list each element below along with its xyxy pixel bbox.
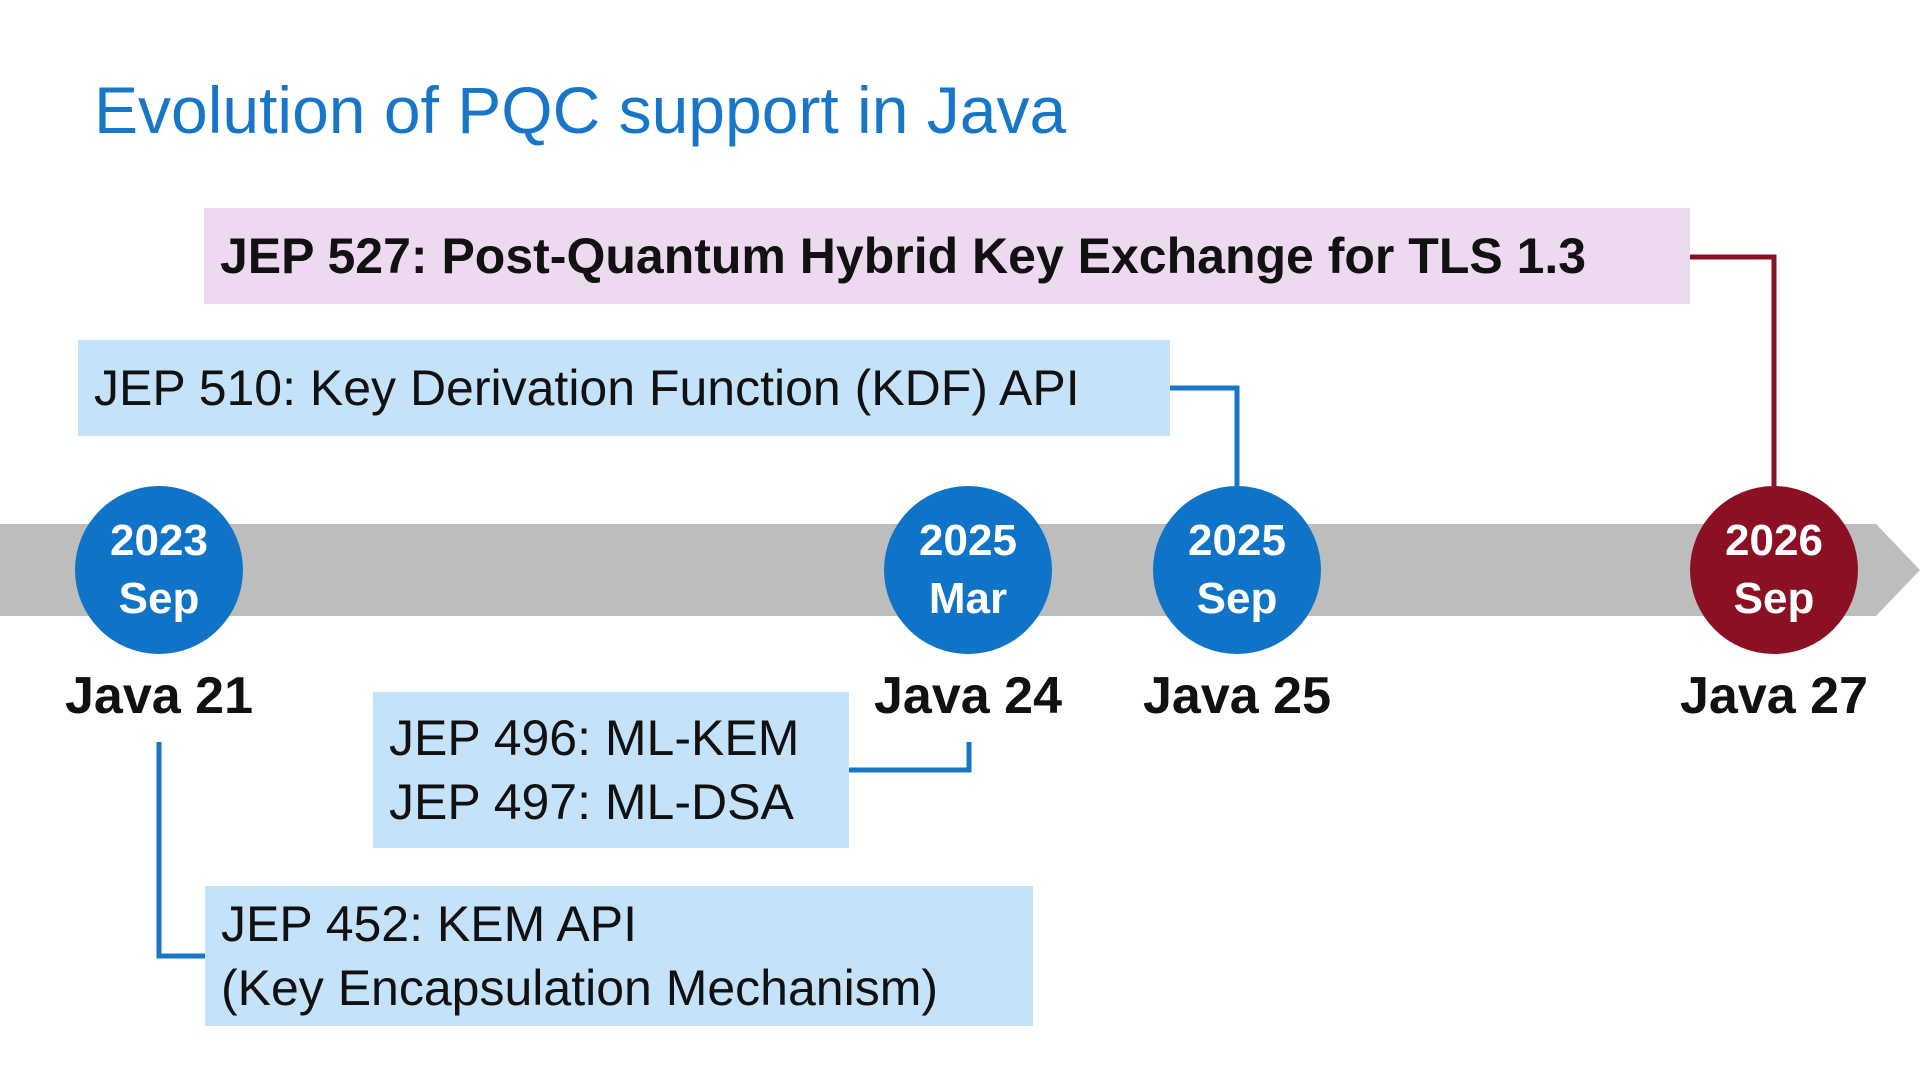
jep527-box: JEP 527: Post-Quantum Hybrid Key Exchang… bbox=[204, 208, 1690, 304]
connector-jep452 bbox=[156, 742, 205, 959]
connector-jep510 bbox=[1170, 385, 1240, 486]
jep496-label: JEP 496: ML-KEM bbox=[389, 710, 800, 766]
milestone-month: Sep bbox=[118, 574, 200, 623]
milestone-year: 2026 bbox=[1725, 516, 1823, 565]
milestone-2025-sep: 2025 Sep bbox=[1153, 486, 1321, 654]
jep527-label: JEP 527: Post-Quantum Hybrid Key Exchang… bbox=[220, 228, 1587, 284]
jep497-label: JEP 497: ML-DSA bbox=[389, 774, 794, 830]
jep452-label-line2: (Key Encapsulation Mechanism) bbox=[221, 960, 938, 1016]
milestone-year: 2025 bbox=[919, 516, 1017, 565]
jep510-box: JEP 510: Key Derivation Function (KDF) A… bbox=[78, 340, 1170, 436]
jep510-label: JEP 510: Key Derivation Function (KDF) A… bbox=[94, 360, 1080, 416]
milestone-year: 2025 bbox=[1188, 516, 1286, 565]
milestone-month: Mar bbox=[928, 574, 1008, 623]
jep452-label-line1: JEP 452: KEM API bbox=[221, 896, 637, 952]
release-java-27: Java 27 bbox=[1680, 667, 1868, 725]
milestone-2025-mar: 2025 Mar bbox=[884, 486, 1052, 654]
jep452-box: JEP 452: KEM API (Key Encapsulation Mech… bbox=[205, 886, 1033, 1026]
jep496-497-box: JEP 496: ML-KEM JEP 497: ML-DSA bbox=[373, 692, 849, 848]
connector-jep527 bbox=[1690, 254, 1777, 486]
release-java-21: Java 21 bbox=[65, 667, 253, 725]
milestone-month: Sep bbox=[1733, 574, 1815, 623]
milestone-month: Sep bbox=[1196, 574, 1278, 623]
release-java-25: Java 25 bbox=[1143, 667, 1331, 725]
milestone-year: 2023 bbox=[110, 516, 208, 565]
milestone-2026-sep: 2026 Sep bbox=[1690, 486, 1858, 654]
connector-jep496-497 bbox=[849, 742, 972, 773]
release-java-24: Java 24 bbox=[874, 667, 1062, 725]
page-title: Evolution of PQC support in Java bbox=[94, 73, 1067, 147]
milestone-2023-sep: 2023 Sep bbox=[75, 486, 243, 654]
